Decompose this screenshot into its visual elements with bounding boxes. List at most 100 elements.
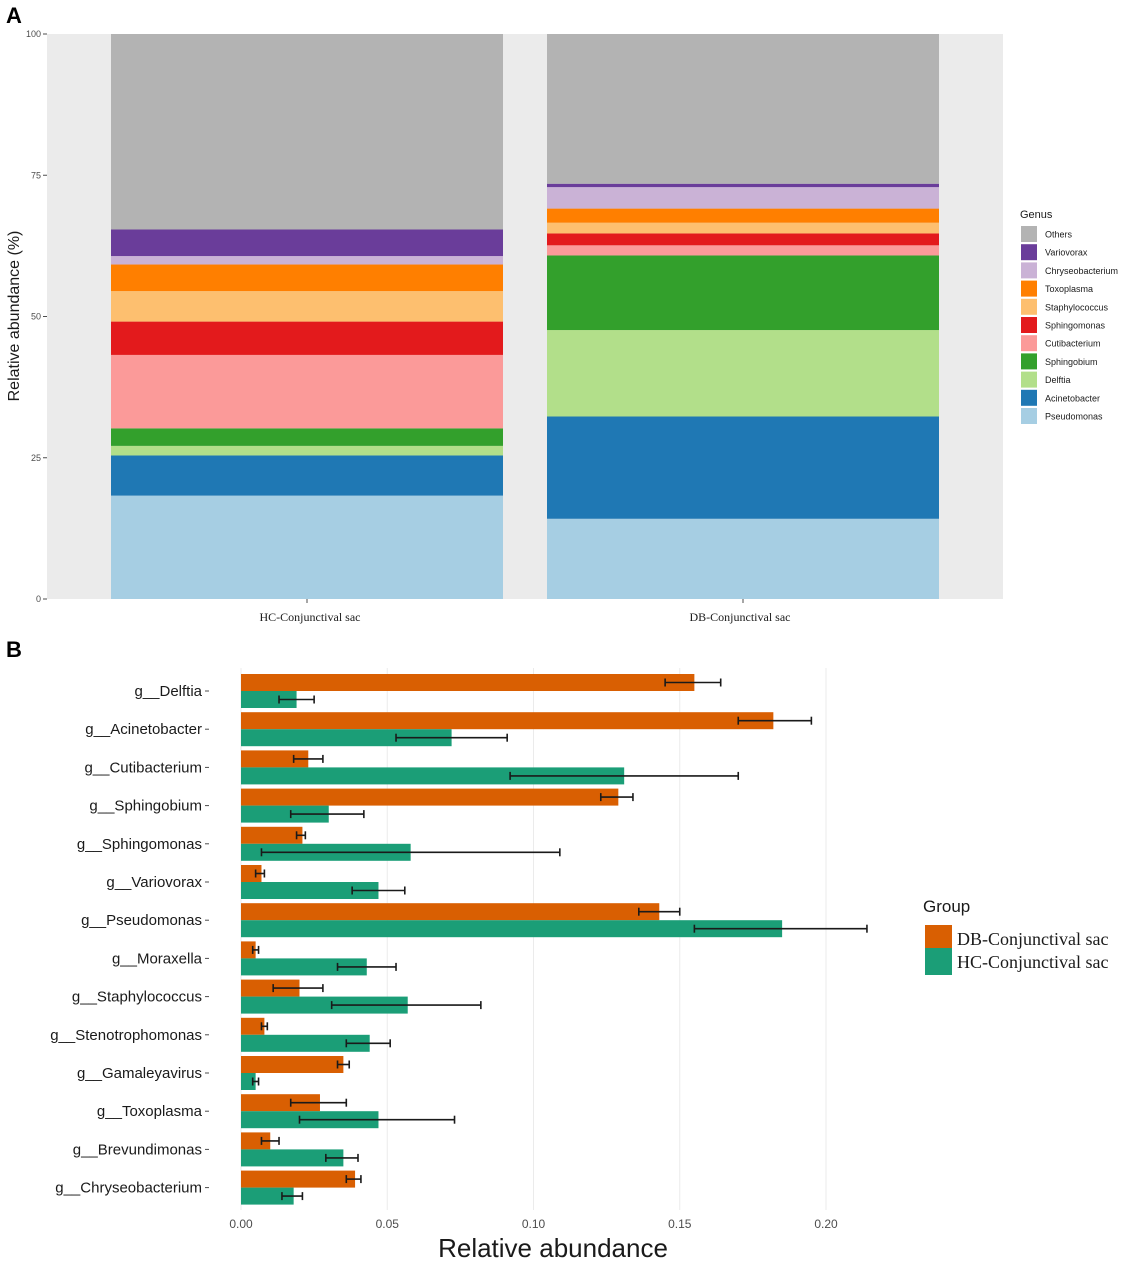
error-bar-g-cutibacterium-hc-conjunctival-sac bbox=[509, 771, 740, 780]
legend-swatch-variovorax bbox=[1021, 244, 1037, 261]
bar-g-chryseobacterium-db-conjunctival-sac bbox=[241, 1170, 356, 1188]
legend-swatch-hc-conjunctival-sac bbox=[925, 948, 952, 975]
bar-g-gamaleyavirus-db-conjunctival-sac bbox=[241, 1056, 344, 1073]
category-label-g-delftia: g__Delftia bbox=[134, 683, 202, 700]
error-bar-g-brevundimonas-db-conjunctival-sac bbox=[260, 1136, 280, 1145]
error-bar-g-sphingomonas-hc-conjunctival-sac bbox=[260, 848, 561, 857]
bar-g-pseudomonas-db-conjunctival-sac bbox=[241, 903, 660, 921]
y-tick-label: 0 bbox=[36, 594, 41, 604]
y-tick-label: 100 bbox=[26, 29, 41, 39]
bar-g-staphylococcus-hc-conjunctival-sac bbox=[241, 996, 408, 1014]
legend-title-group: Group bbox=[923, 897, 970, 916]
error-bar-g-variovorax-db-conjunctival-sac bbox=[254, 869, 266, 878]
x-tick-label: 0.00 bbox=[229, 1217, 253, 1231]
error-bar-g-stenotrophomonas-hc-conjunctival-sac bbox=[345, 1039, 391, 1048]
error-bar-g-pseudomonas-db-conjunctival-sac bbox=[637, 907, 681, 916]
bar-g-variovorax-hc-conjunctival-sac bbox=[241, 882, 379, 899]
legend-label-chryseobacterium: Chryseobacterium bbox=[1045, 266, 1118, 276]
error-bar-g-sphingomonas-db-conjunctival-sac bbox=[295, 831, 307, 840]
bar-segment-hc-conjunctival-sac-delftia bbox=[111, 445, 503, 456]
legend-label-toxoplasma: Toxoplasma bbox=[1045, 284, 1093, 294]
y-axis-label: Relative abundance (%) bbox=[6, 231, 23, 402]
error-bar-g-cutibacterium-db-conjunctival-sac bbox=[292, 754, 324, 763]
category-label-g-chryseobacterium: g__Chryseobacterium bbox=[55, 1180, 202, 1197]
category-label-g-variovorax: g__Variovorax bbox=[106, 874, 202, 891]
bar-segment-db-conjunctival-sac-others bbox=[547, 34, 939, 184]
bar-g-acinetobacter-hc-conjunctival-sac bbox=[241, 729, 452, 747]
bar-segment-hc-conjunctival-sac-toxoplasma bbox=[111, 264, 503, 292]
error-bar-g-staphylococcus-db-conjunctival-sac bbox=[272, 984, 324, 993]
bar-g-acinetobacter-db-conjunctival-sac bbox=[241, 712, 774, 730]
y-tick-label: 50 bbox=[31, 312, 41, 322]
legend-label-sphingobium: Sphingobium bbox=[1045, 357, 1098, 367]
bar-segment-hc-conjunctival-sac-sphingobium bbox=[111, 428, 503, 446]
bar-g-delftia-db-conjunctival-sac bbox=[241, 674, 695, 691]
bar-g-delftia-hc-conjunctival-sac bbox=[241, 691, 297, 708]
legend-swatch-toxoplasma bbox=[1021, 280, 1037, 297]
bar-g-pseudomonas-hc-conjunctival-sac bbox=[241, 920, 783, 938]
x-tick-label: 0.15 bbox=[668, 1217, 692, 1231]
group-legend: Group DB-Conjunctival sac HC-Conjunctival… bbox=[923, 897, 1108, 975]
stacked-bar-chart: 0 25 50 75 100 Relative abundance (%) HC-Con… bbox=[6, 29, 1118, 624]
error-bar-g-delftia-db-conjunctival-sac bbox=[664, 678, 722, 687]
category-label-g-pseudomonas: g__Pseudomonas bbox=[81, 912, 202, 929]
category-label-g-sphingobium: g__Sphingobium bbox=[89, 798, 202, 815]
x-axis: 0.00 0.05 0.10 0.15 0.20 bbox=[229, 1217, 838, 1231]
bar-segment-hc-conjunctival-sac-chryseobacterium bbox=[111, 256, 503, 265]
legend-swatch-pseudomonas bbox=[1021, 408, 1037, 424]
bar-segment-db-conjunctival-sac-staphylococcus bbox=[547, 222, 939, 234]
legend-swatch-chryseobacterium bbox=[1021, 262, 1037, 279]
x-tick-label: 0.05 bbox=[376, 1217, 400, 1231]
x-gridlines bbox=[240, 668, 827, 1210]
bar-segment-db-conjunctival-sac-delftia bbox=[547, 330, 939, 417]
bar-segment-hc-conjunctival-sac-variovorax bbox=[111, 229, 503, 257]
error-bar-g-pseudomonas-hc-conjunctival-sac bbox=[693, 924, 868, 933]
panel-b-label: B bbox=[6, 637, 22, 662]
bar-g-brevundimonas-db-conjunctival-sac bbox=[241, 1132, 271, 1150]
bar-g-sphingobium-hc-conjunctival-sac bbox=[241, 805, 329, 823]
bar-segment-db-conjunctival-sac-pseudomonas bbox=[547, 518, 939, 599]
bar-g-cutibacterium-hc-conjunctival-sac bbox=[241, 767, 625, 785]
legend-swatch-staphylococcus bbox=[1021, 298, 1037, 315]
error-bar-g-chryseobacterium-db-conjunctival-sac bbox=[345, 1175, 362, 1184]
error-bar-g-sphingobium-hc-conjunctival-sac bbox=[289, 810, 365, 819]
legend-swatch-cutibacterium bbox=[1021, 335, 1037, 352]
category-label-g-staphylococcus: g__Staphylococcus bbox=[72, 989, 202, 1006]
error-bar-g-acinetobacter-db-conjunctival-sac bbox=[737, 716, 813, 725]
bar-segment-db-conjunctival-sac-chryseobacterium bbox=[547, 187, 939, 209]
bar-g-cutibacterium-db-conjunctival-sac bbox=[241, 750, 309, 768]
y-tick-label: 75 bbox=[31, 170, 41, 180]
category-label-g-gamaleyavirus: g__Gamaleyavirus bbox=[77, 1065, 202, 1082]
legend-label-cutibacterium: Cutibacterium bbox=[1045, 339, 1101, 349]
error-bar-g-delftia-hc-conjunctival-sac bbox=[278, 695, 315, 704]
bar-segment-hc-conjunctival-sac-sphingomonas bbox=[111, 321, 503, 355]
grouped-bars bbox=[241, 674, 868, 1205]
bar-segment-hc-conjunctival-sac-staphylococcus bbox=[111, 291, 503, 322]
error-bar-g-staphylococcus-hc-conjunctival-sac bbox=[330, 1001, 482, 1010]
bar-g-sphingomonas-db-conjunctival-sac bbox=[241, 826, 303, 844]
legend-label-pseudomonas: Pseudomonas bbox=[1045, 412, 1103, 422]
error-bar-g-sphingobium-db-conjunctival-sac bbox=[599, 793, 634, 802]
legend-swatch-delftia bbox=[1021, 371, 1037, 388]
grouped-horizontal-bar-chart: g__Delftia g__Acinetobacter g__Cutibacteri… bbox=[50, 668, 1108, 1263]
bar-segment-db-conjunctival-sac-variovorax bbox=[547, 183, 939, 188]
bar-g-stenotrophomonas-db-conjunctival-sac bbox=[241, 1017, 265, 1035]
legend-swatch-sphingomonas bbox=[1021, 317, 1037, 333]
y-category-labels: g__Delftia g__Acinetobacter g__Cutibacteri… bbox=[50, 683, 209, 1197]
legend-label-db-conjunctival-sac: DB-Conjunctival sac bbox=[957, 929, 1108, 949]
bar-g-sphingobium-db-conjunctival-sac bbox=[241, 788, 619, 806]
legend-label-sphingomonas: Sphingomonas bbox=[1045, 321, 1106, 331]
stacked-bars bbox=[111, 34, 939, 599]
bar-segment-hc-conjunctival-sac-cutibacterium bbox=[111, 354, 503, 429]
bar-segment-db-conjunctival-sac-acinetobacter bbox=[547, 416, 939, 519]
bar-g-moraxella-hc-conjunctival-sac bbox=[241, 958, 367, 976]
error-bar-g-chryseobacterium-hc-conjunctival-sac bbox=[281, 1192, 304, 1201]
error-bar-g-brevundimonas-hc-conjunctival-sac bbox=[325, 1153, 359, 1162]
bar-g-staphylococcus-db-conjunctival-sac bbox=[241, 979, 300, 997]
legend-label-staphylococcus: Staphylococcus bbox=[1045, 302, 1109, 312]
category-label-g-brevundimonas: g__Brevundimonas bbox=[73, 1141, 202, 1158]
bar-g-brevundimonas-hc-conjunctival-sac bbox=[241, 1149, 344, 1167]
category-label-g-cutibacterium: g__Cutibacterium bbox=[84, 759, 202, 776]
bar-segment-hc-conjunctival-sac-others bbox=[111, 34, 503, 230]
x-tick-label: 0.20 bbox=[814, 1217, 838, 1231]
